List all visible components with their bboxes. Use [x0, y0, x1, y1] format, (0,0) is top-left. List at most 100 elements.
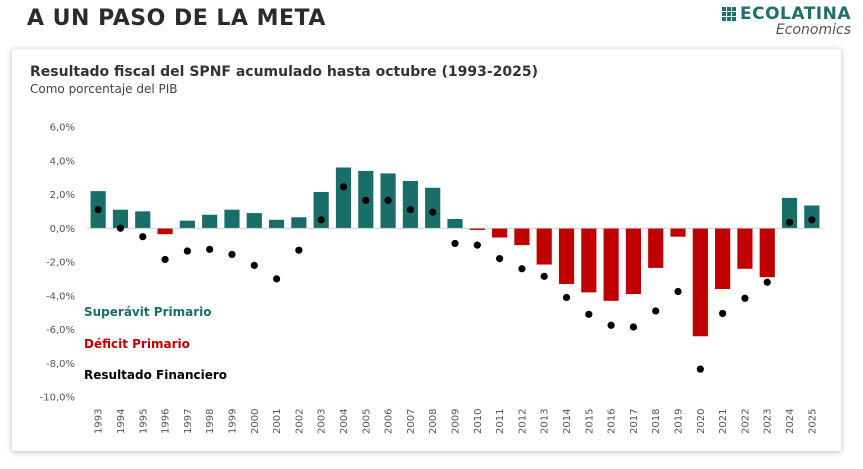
x-tick-label: 2010 — [473, 409, 484, 434]
x-tick-label: 1997 — [183, 409, 194, 434]
chart-card: Resultado fiscal del SPNF acumulado hast… — [12, 49, 841, 451]
dot-2004 — [339, 183, 348, 191]
x-tick-label: 1995 — [138, 409, 149, 434]
bar-2011 — [492, 228, 508, 238]
bar-2022 — [737, 228, 753, 269]
x-tick-label: 2005 — [361, 409, 372, 434]
x-tick-label: 2015 — [584, 409, 595, 434]
bar-2003 — [313, 191, 329, 229]
dot-2013 — [540, 272, 548, 280]
x-tick-label: 2007 — [406, 409, 417, 434]
x-tick-label: 2014 — [562, 409, 573, 434]
dot-1995 — [139, 233, 147, 241]
x-tick-label: 2013 — [540, 409, 551, 434]
bar-2002 — [291, 217, 307, 229]
x-tick-label: 2001 — [272, 409, 283, 434]
brand-logo: ECOLATINA Economics — [721, 4, 851, 38]
x-tick-label: 2016 — [607, 409, 618, 434]
dot-2012 — [518, 265, 526, 273]
dot-2014 — [562, 293, 571, 302]
chart-plot-area: 6,0% 4,0% 2,0% 0,0% -2,0% -4,0% -6,0% -8,0% -10,… — [40, 123, 823, 434]
dot-2008 — [429, 208, 437, 216]
dot-1998 — [206, 245, 214, 253]
logo-subtitle: Economics — [775, 22, 851, 38]
y-tick-label: -4,0% — [46, 291, 75, 302]
x-tick-label: 1993 — [94, 409, 105, 434]
dot-2009 — [451, 239, 459, 248]
bar-2016 — [603, 228, 619, 301]
bar-2012 — [514, 228, 530, 246]
x-tick-label: 2012 — [517, 409, 528, 434]
dot-2006 — [384, 196, 392, 205]
bar-2020 — [692, 228, 708, 337]
dot-2022 — [741, 294, 749, 302]
bar-1994 — [112, 209, 129, 229]
dot-2003 — [317, 216, 325, 224]
x-tick-label: 2017 — [629, 409, 640, 434]
x-axis: 1993 1994 1995 1996 1997 1998 1999 2000 2001 2002… — [94, 409, 819, 434]
dot-1999 — [228, 250, 236, 259]
chart-title: Resultado fiscal del SPNF acumulado hast… — [30, 64, 539, 80]
y-tick-label: 6,0% — [50, 123, 75, 134]
y-tick-label: -6,0% — [46, 325, 75, 336]
bar-2014 — [558, 228, 575, 284]
dot-2002 — [295, 246, 303, 254]
bar-1997 — [179, 220, 195, 229]
dot-1997 — [183, 247, 191, 255]
legend-superavit-primario: Superávit Primario — [84, 305, 211, 319]
dot-2025 — [808, 216, 816, 224]
dot-2023 — [763, 278, 771, 286]
bar-2017 — [625, 228, 642, 295]
x-tick-label: 2024 — [785, 409, 796, 434]
bar-2018 — [648, 228, 664, 268]
x-tick-label: 2023 — [763, 409, 774, 434]
dot-2021 — [719, 309, 727, 318]
dot-2005 — [362, 196, 370, 205]
legend-resultado-financiero: Resultado Financiero — [84, 368, 227, 382]
dot-2000 — [250, 261, 258, 269]
bar-2015 — [581, 228, 597, 293]
x-tick-label: 1994 — [116, 409, 127, 434]
x-tick-label: 1999 — [227, 409, 238, 434]
bar-2008 — [425, 187, 441, 229]
x-tick-label: 2021 — [718, 409, 729, 434]
y-tick-label: -8,0% — [46, 359, 75, 370]
dot-1993 — [94, 206, 102, 214]
dot-2018 — [652, 307, 660, 315]
x-tick-label: 2003 — [317, 409, 328, 434]
bar-2009 — [447, 218, 463, 229]
x-tick-label: 2011 — [495, 409, 506, 434]
bar-1996 — [157, 228, 173, 235]
dot-2019 — [674, 287, 682, 296]
x-tick-label: 2025 — [807, 409, 818, 434]
y-tick-label: -2,0% — [46, 258, 75, 269]
y-tick-label: 0,0% — [50, 224, 75, 235]
bar-2019 — [670, 228, 686, 237]
grid-squares-icon — [721, 7, 736, 21]
dot-2007 — [406, 206, 414, 214]
bar-series — [90, 167, 820, 337]
x-tick-label: 2009 — [451, 409, 462, 434]
x-tick-label: 2006 — [384, 409, 395, 434]
bar-2023 — [759, 228, 775, 278]
bar-2013 — [536, 228, 552, 265]
y-tick-label: -10,0% — [40, 393, 75, 404]
bar-1998 — [202, 214, 218, 229]
bar-2024 — [781, 197, 798, 229]
y-tick-label: 2,0% — [50, 190, 75, 201]
x-tick-label: 2022 — [740, 409, 751, 434]
x-tick-label: 2004 — [339, 409, 350, 434]
dot-2016 — [607, 321, 615, 329]
y-axis: 6,0% 4,0% 2,0% 0,0% -2,0% -4,0% -6,0% -8,0% -10,… — [40, 123, 75, 404]
page-headline: A UN PASO DE LA META — [27, 6, 326, 31]
x-tick-label: 1998 — [205, 409, 216, 434]
legend-deficit-primario: Déficit Primario — [84, 337, 190, 351]
bar-2000 — [246, 213, 262, 229]
dot-1996 — [161, 255, 169, 264]
dot-2024 — [785, 218, 794, 226]
bar-2007 — [402, 181, 418, 229]
x-tick-label: 2019 — [674, 409, 685, 434]
x-tick-label: 2002 — [294, 409, 305, 434]
dot-2001 — [272, 275, 281, 283]
bar-2021 — [715, 228, 731, 289]
